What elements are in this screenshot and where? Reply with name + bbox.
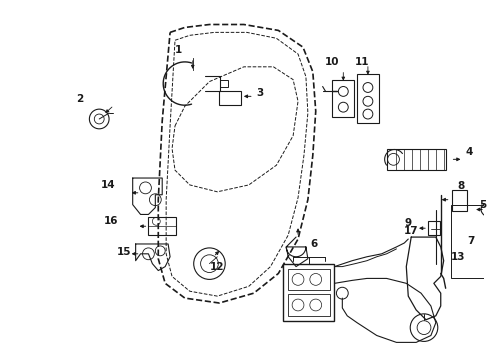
Text: 15: 15 <box>117 247 131 257</box>
Bar <box>427 221 439 235</box>
Text: 13: 13 <box>449 252 464 262</box>
Text: 14: 14 <box>101 180 116 190</box>
Bar <box>283 264 334 321</box>
Text: 5: 5 <box>478 199 486 210</box>
Text: 12: 12 <box>210 262 224 271</box>
Bar <box>287 294 329 316</box>
Text: 6: 6 <box>309 239 317 249</box>
Text: 8: 8 <box>457 181 464 191</box>
Bar <box>219 91 241 105</box>
Text: 1: 1 <box>174 45 181 55</box>
Text: 17: 17 <box>403 226 418 236</box>
Bar <box>356 74 378 123</box>
Bar <box>449 204 484 278</box>
Bar <box>386 149 445 170</box>
Text: 3: 3 <box>256 89 264 98</box>
Text: 4: 4 <box>465 148 472 157</box>
Text: 16: 16 <box>104 216 119 226</box>
Bar <box>148 217 176 235</box>
Text: 9: 9 <box>404 218 410 228</box>
Text: 2: 2 <box>76 94 83 104</box>
Bar <box>332 80 353 117</box>
Text: 11: 11 <box>354 57 368 67</box>
Text: 10: 10 <box>325 57 339 67</box>
Text: 7: 7 <box>467 236 474 246</box>
Bar <box>450 190 467 211</box>
Bar <box>287 269 329 290</box>
Bar <box>220 80 228 87</box>
